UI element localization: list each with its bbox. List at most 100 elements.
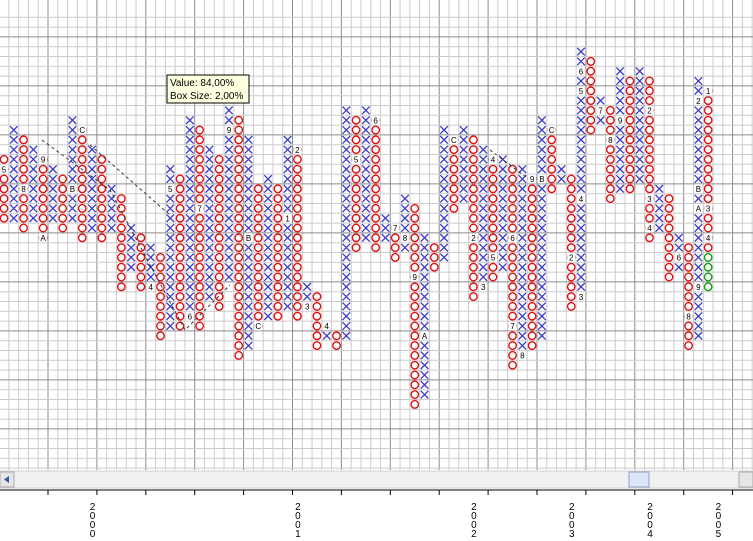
x-box bbox=[48, 174, 58, 184]
x-column bbox=[48, 164, 58, 223]
x-box bbox=[342, 125, 351, 135]
o-column bbox=[684, 243, 693, 351]
o-box bbox=[273, 301, 283, 311]
o-box bbox=[77, 145, 87, 155]
x-box bbox=[576, 115, 586, 125]
o-box bbox=[19, 213, 28, 223]
o-box bbox=[625, 145, 635, 155]
x-box bbox=[87, 194, 97, 203]
x-box bbox=[244, 321, 253, 331]
x-box bbox=[694, 86, 703, 96]
o-box bbox=[77, 213, 87, 223]
o-box bbox=[273, 243, 283, 253]
x-box bbox=[283, 253, 292, 262]
o-box bbox=[234, 115, 244, 125]
o-box bbox=[273, 272, 283, 282]
x-label: 2000 bbox=[87, 502, 99, 538]
o-box bbox=[195, 194, 205, 204]
x-box bbox=[342, 253, 351, 262]
marker-bg bbox=[146, 282, 155, 292]
o-box bbox=[58, 203, 68, 213]
month-marker: 5 bbox=[168, 185, 173, 194]
o-box bbox=[214, 292, 224, 302]
x-box bbox=[342, 135, 351, 145]
x-box bbox=[29, 174, 38, 184]
x-column bbox=[205, 145, 214, 301]
x-box bbox=[244, 174, 253, 184]
o-box bbox=[684, 272, 693, 282]
o-box bbox=[410, 399, 420, 409]
month-marker: 7 bbox=[510, 322, 515, 331]
o-box bbox=[77, 184, 87, 194]
o-box bbox=[703, 282, 713, 292]
x-box bbox=[185, 174, 195, 184]
o-box bbox=[253, 213, 263, 223]
o-box bbox=[195, 311, 205, 321]
x-box bbox=[478, 174, 488, 184]
o-box bbox=[38, 184, 48, 194]
x-column bbox=[537, 115, 547, 341]
o-box bbox=[0, 184, 9, 194]
x-box bbox=[68, 155, 77, 164]
x-box bbox=[166, 282, 175, 292]
columns bbox=[0, 47, 713, 409]
o-box bbox=[253, 311, 263, 321]
x-box bbox=[107, 223, 116, 233]
o-column bbox=[312, 292, 322, 351]
scroll-thumb[interactable] bbox=[628, 471, 650, 488]
o-box bbox=[664, 233, 674, 243]
o-box bbox=[77, 233, 87, 243]
marker-bg bbox=[68, 184, 77, 194]
x-box bbox=[166, 174, 175, 184]
o-box bbox=[58, 174, 68, 184]
o-box bbox=[234, 272, 244, 282]
o-box bbox=[625, 174, 635, 184]
scroll-track[interactable] bbox=[0, 470, 753, 489]
o-box bbox=[547, 154, 557, 164]
o-box bbox=[351, 233, 361, 243]
o-box bbox=[371, 184, 381, 194]
month-marker: A bbox=[40, 234, 46, 243]
x-box bbox=[107, 194, 116, 203]
x-box bbox=[576, 253, 586, 262]
o-box bbox=[645, 135, 654, 145]
x-box bbox=[576, 164, 586, 174]
marker-bg bbox=[244, 233, 253, 243]
x-box bbox=[185, 233, 195, 243]
o-box bbox=[508, 252, 517, 262]
x-box bbox=[655, 213, 664, 223]
x-box bbox=[244, 213, 253, 223]
x-box bbox=[205, 262, 214, 272]
x-column bbox=[68, 115, 77, 223]
o-box bbox=[586, 56, 596, 66]
o-box bbox=[97, 213, 107, 223]
o-box bbox=[410, 292, 420, 302]
o-box bbox=[684, 262, 693, 272]
x-box bbox=[107, 184, 116, 194]
o-box bbox=[292, 301, 302, 311]
x-box bbox=[478, 184, 488, 194]
o-column bbox=[136, 233, 146, 292]
x-box bbox=[29, 194, 38, 203]
scrollbar[interactable] bbox=[0, 470, 753, 489]
x-box bbox=[263, 311, 273, 321]
o-box bbox=[156, 321, 165, 331]
x-box bbox=[537, 262, 547, 272]
x-box bbox=[420, 390, 429, 399]
o-column bbox=[429, 243, 439, 272]
x-box bbox=[518, 272, 527, 282]
o-box bbox=[410, 252, 420, 262]
marker-bg bbox=[78, 125, 87, 135]
o-box bbox=[625, 125, 635, 135]
x-box bbox=[9, 213, 19, 223]
o-box bbox=[234, 184, 244, 194]
x-column bbox=[263, 174, 273, 321]
o-box bbox=[351, 145, 361, 155]
x-box bbox=[635, 86, 644, 96]
x-box bbox=[342, 282, 351, 292]
o-box bbox=[684, 282, 693, 292]
o-box bbox=[605, 184, 615, 194]
month-marker: 3 bbox=[647, 195, 652, 204]
o-box bbox=[312, 321, 322, 331]
scroll-right[interactable] bbox=[738, 471, 753, 488]
